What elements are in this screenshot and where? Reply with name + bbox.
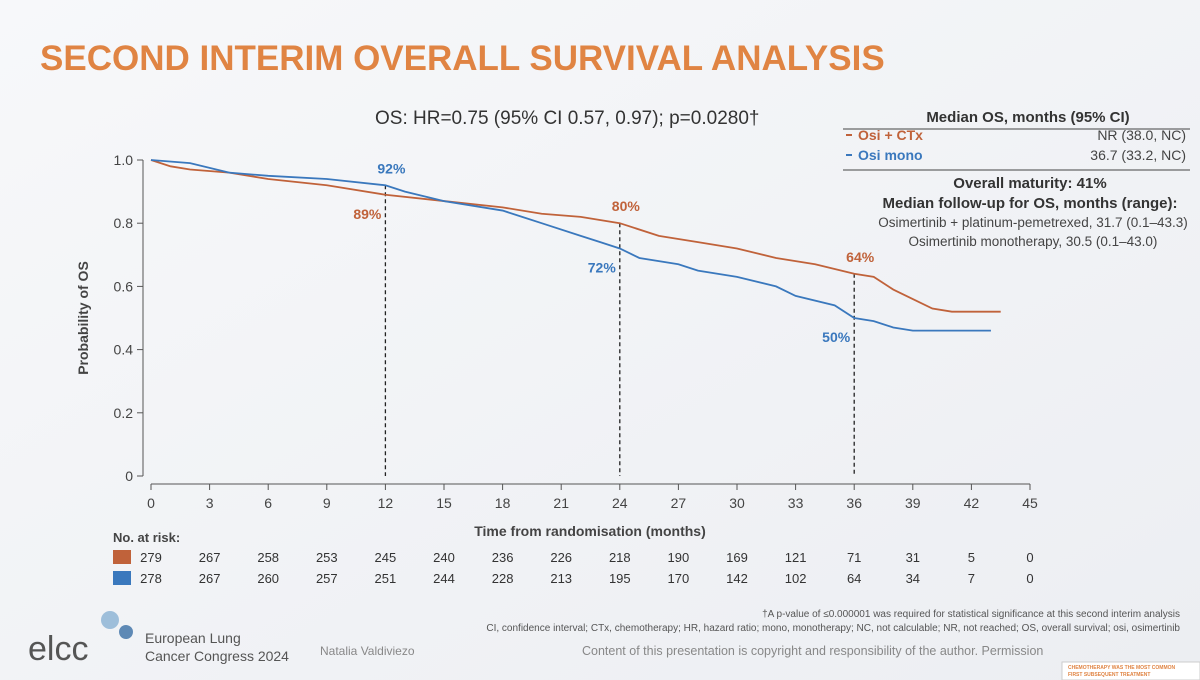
y-axis-label: Probability of OS	[75, 261, 91, 375]
risk-count: 228	[492, 571, 514, 586]
risk-count: 169	[726, 550, 748, 565]
thumbnail-text: CHEMOTHERAPY WAS THE MOST COMMON	[1068, 665, 1176, 671]
x-axis-label: Time from randomisation (months)	[474, 523, 706, 539]
x-tick-label: 45	[1022, 495, 1038, 511]
risk-count: 31	[906, 550, 920, 565]
logo-shape	[101, 611, 119, 629]
risk-count: 34	[906, 571, 920, 586]
followup-line: Osimertinib monotherapy, 30.5 (0.1–43.0)	[909, 234, 1158, 249]
risk-count: 278	[140, 571, 162, 586]
risk-swatch	[113, 550, 131, 564]
risk-count: 258	[257, 550, 279, 565]
x-tick-label: 24	[612, 495, 628, 511]
risk-count: 0	[1026, 550, 1033, 565]
copyright: Content of this presentation is copyrigh…	[582, 644, 1043, 658]
risk-count: 142	[726, 571, 748, 586]
risk-count: 121	[785, 550, 807, 565]
footnote: †A p-value of ≤0.000001 was required for…	[762, 609, 1180, 620]
risk-count: 7	[968, 571, 975, 586]
risk-count: 244	[433, 571, 455, 586]
x-tick-label: 27	[671, 495, 687, 511]
risk-count: 64	[847, 571, 861, 586]
annotation: 72%	[588, 259, 617, 275]
x-tick-label: 9	[323, 495, 331, 511]
x-tick-label: 0	[147, 495, 155, 511]
subtitle: OS: HR=0.75 (95% CI 0.57, 0.97); p=0.028…	[375, 108, 759, 129]
x-tick-label: 12	[378, 495, 394, 511]
congress: Cancer Congress 2024	[145, 648, 289, 664]
legend-median: 36.7 (33.2, NC)	[1090, 147, 1186, 163]
risk-count: 245	[375, 550, 397, 565]
annotation: 80%	[612, 198, 641, 214]
thumbnail	[1061, 661, 1200, 680]
footnote: CI, confidence interval; CTx, chemothera…	[486, 623, 1180, 634]
risk-count: 257	[316, 571, 338, 586]
legend-median: NR (38.0, NC)	[1097, 127, 1186, 143]
x-tick-label: 39	[905, 495, 921, 511]
survival-curve	[150, 159, 1001, 313]
x-tick-label: 42	[964, 495, 980, 511]
risk-count: 279	[140, 550, 162, 565]
slide-title: SECOND INTERIM OVERALL SURVIVAL ANALYSIS	[40, 39, 885, 78]
risk-count: 0	[1026, 571, 1033, 586]
x-tick-label: 36	[846, 495, 862, 511]
logo-shape	[119, 625, 133, 639]
y-tick-label: 0.8	[114, 215, 134, 231]
x-tick-label: 3	[206, 495, 214, 511]
annotation: 64%	[846, 249, 875, 265]
thumbnail-text: FIRST SUBSEQUENT TREATMENT	[1068, 672, 1150, 678]
legend-title: Median OS, months (95% CI)	[926, 109, 1129, 126]
congress: European Lung	[145, 630, 241, 646]
x-tick-label: 15	[436, 495, 452, 511]
speaker: Natalia Valdiviezo	[320, 644, 415, 658]
annotation: 50%	[822, 329, 851, 345]
survival-curve	[150, 159, 991, 332]
followup-line: Osimertinib + platinum-pemetrexed, 31.7 …	[878, 215, 1188, 230]
risk-count: 102	[785, 571, 807, 586]
y-tick-label: 0.2	[114, 405, 134, 421]
maturity: Overall maturity: 41%	[953, 175, 1106, 192]
annotation: 89%	[353, 206, 382, 222]
risk-count: 190	[668, 550, 690, 565]
x-tick-label: 33	[788, 495, 804, 511]
followup-title: Median follow-up for OS, months (range):	[883, 195, 1178, 212]
risk-swatch	[113, 571, 131, 585]
risk-count: 267	[199, 550, 221, 565]
risk-count: 260	[257, 571, 279, 586]
x-tick-label: 30	[729, 495, 745, 511]
y-tick-label: 1.0	[114, 152, 134, 168]
annotation: 92%	[377, 160, 406, 176]
risk-count: 170	[668, 571, 690, 586]
risk-count: 213	[550, 571, 572, 586]
risk-count: 253	[316, 550, 338, 565]
risk-count: 236	[492, 550, 514, 565]
risk-count: 71	[847, 550, 861, 565]
risk-count: 5	[968, 550, 975, 565]
risk-count: 218	[609, 550, 631, 565]
y-tick-label: 0	[125, 468, 133, 484]
risk-count: 240	[433, 550, 455, 565]
x-tick-label: 21	[553, 495, 569, 511]
risk-count: 195	[609, 571, 631, 586]
risk-label: No. at risk:	[113, 530, 180, 545]
y-tick-label: 0.4	[114, 342, 134, 358]
risk-count: 226	[550, 550, 572, 565]
logo: elcc	[28, 630, 88, 668]
x-tick-label: 18	[495, 495, 511, 511]
legend-label: Osi + CTx	[858, 127, 923, 143]
risk-count: 251	[375, 571, 397, 586]
legend-label: Osi mono	[858, 147, 923, 163]
x-tick-label: 6	[264, 495, 272, 511]
y-tick-label: 0.6	[114, 278, 134, 294]
risk-count: 267	[199, 571, 221, 586]
